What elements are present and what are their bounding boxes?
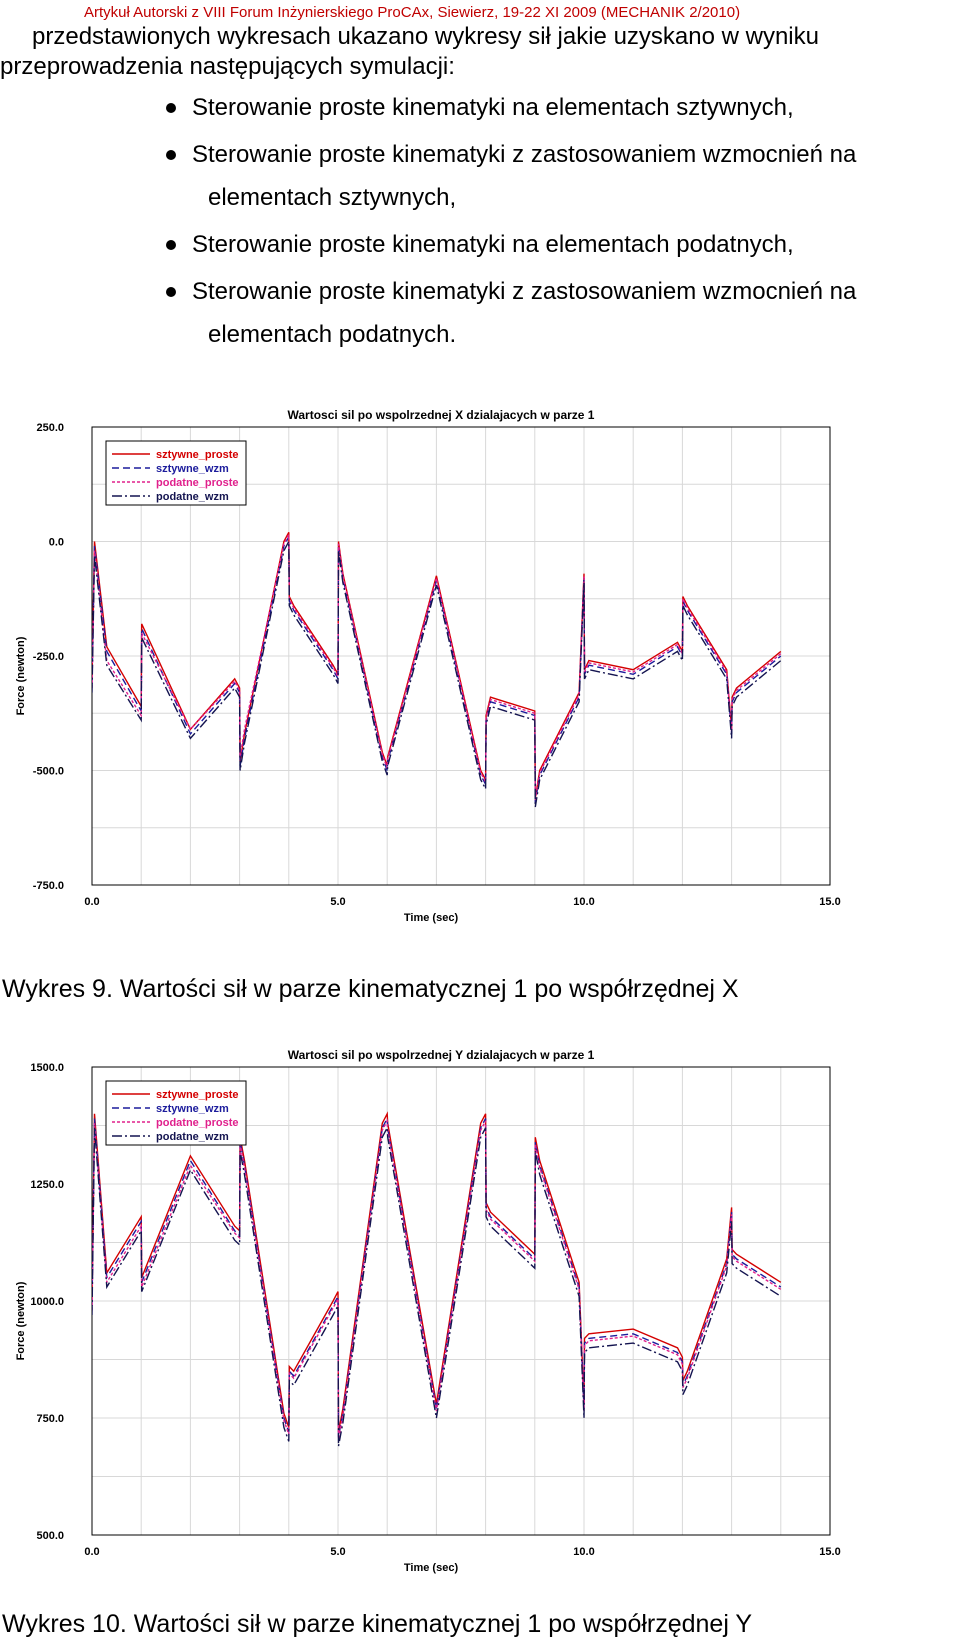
caption-fig9: Wykres 9. Wartości sił w parze kinematyc… <box>2 975 739 1003</box>
running-header: Artykuł Autorski z VIII Forum Inżyniersk… <box>84 4 741 21</box>
x-tick-label: 0.0 <box>84 896 99 908</box>
legend-entry: podatne_wzm <box>156 491 229 503</box>
legend-entry: sztywne_wzm <box>156 1103 229 1115</box>
y-axis-label: Force (newton) <box>15 636 27 715</box>
x-tick-label: 10.0 <box>573 1546 594 1558</box>
bullet-icon <box>166 103 176 113</box>
chart-title: Wartosci sil po wspolrzednej X dzialajac… <box>288 408 595 422</box>
chart-fig10: Wartosci sil po wspolrzednej Y dzialajac… <box>0 1040 960 1610</box>
x-tick-label: 5.0 <box>330 896 345 908</box>
y-tick-label: 500.0 <box>36 1530 64 1542</box>
list-item-text: Sterowanie proste kinematyki z zastosowa… <box>192 141 857 168</box>
y-tick-label: 1000.0 <box>30 1296 64 1308</box>
y-tick-label: 750.0 <box>36 1413 64 1425</box>
chart-fig10-svg: Wartosci sil po wspolrzednej Y dzialajac… <box>15 1048 841 1574</box>
legend-entry: sztywne_proste <box>156 449 239 461</box>
list-item: Sterowanie proste kinematyki na elementa… <box>0 221 960 268</box>
list-item: Sterowanie proste kinematyki z zastosowa… <box>0 131 960 221</box>
simulation-list: Sterowanie proste kinematyki na elementa… <box>0 84 960 358</box>
y-tick-label: -500.0 <box>33 766 64 778</box>
x-tick-label: 15.0 <box>819 896 840 908</box>
series-line-podatne-proste <box>92 1118 782 1440</box>
caption-fig10: Wykres 10. Wartości sił w parze kinematy… <box>2 1610 753 1638</box>
chart-title: Wartosci sil po wspolrzednej Y dzialajac… <box>288 1048 595 1062</box>
legend-box <box>105 1080 247 1146</box>
list-item-continuation: elementach podatnych. <box>208 321 457 348</box>
legend-entry: sztywne_proste <box>156 1089 239 1101</box>
x-axis-label: Time (sec) <box>404 1562 459 1574</box>
series-line-podatne-wzm <box>92 1125 782 1447</box>
legend-entry: podatne_proste <box>156 1117 239 1129</box>
chart-fig9-svg: Wartosci sil po wspolrzednej X dzialajac… <box>15 408 841 924</box>
list-item-text: Sterowanie proste kinematyki na elementa… <box>192 231 794 258</box>
legend-entry: podatne_wzm <box>156 1131 229 1143</box>
series-line-podatne-wzm <box>92 541 782 808</box>
x-tick-label: 5.0 <box>330 1546 345 1558</box>
list-item-text: Sterowanie proste kinematyki na elementa… <box>192 94 794 121</box>
x-axis-label: Time (sec) <box>404 912 459 924</box>
y-tick-label: 1250.0 <box>30 1179 64 1191</box>
legend-entry: podatne_proste <box>156 477 239 489</box>
y-tick-label: -250.0 <box>33 651 64 663</box>
list-item: Sterowanie proste kinematyki na elementa… <box>0 84 960 131</box>
y-tick-label: 0.0 <box>49 537 64 549</box>
list-item-continuation: elementach sztywnych, <box>208 184 457 211</box>
x-tick-label: 10.0 <box>573 896 594 908</box>
legend-entry: sztywne_wzm <box>156 463 229 475</box>
list-item-text: Sterowanie proste kinematyki z zastosowa… <box>192 278 857 305</box>
bullet-icon <box>166 240 176 250</box>
intro-paragraph: przedstawionych wykresach ukazano wykres… <box>0 22 952 82</box>
legend-box <box>105 440 247 506</box>
y-tick-label: 250.0 <box>36 422 64 434</box>
intro-line-1: przedstawionych wykresach ukazano wykres… <box>32 23 819 50</box>
chart-fig9: Wartosci sil po wspolrzednej X dzialajac… <box>0 400 960 960</box>
x-tick-label: 15.0 <box>819 1546 840 1558</box>
y-axis-label: Force (newton) <box>15 1281 27 1360</box>
y-tick-label: 1500.0 <box>30 1062 64 1074</box>
y-tick-label: -750.0 <box>33 880 64 892</box>
list-item: Sterowanie proste kinematyki z zastosowa… <box>0 268 960 358</box>
x-tick-label: 0.0 <box>84 1546 99 1558</box>
intro-line-2: przeprowadzenia następujących symulacji: <box>0 53 455 80</box>
bullet-icon <box>166 150 176 160</box>
bullet-icon <box>166 287 176 297</box>
